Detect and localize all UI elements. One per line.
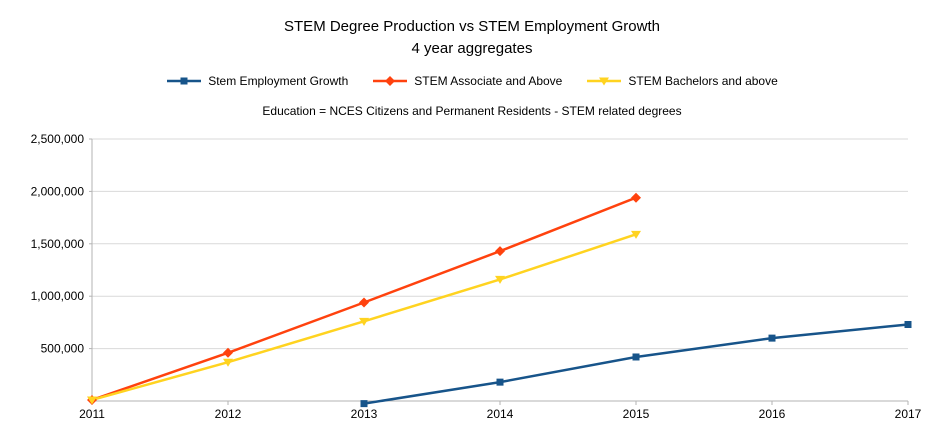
- x-tick-label: 2013: [351, 407, 378, 421]
- data-point-stem-bachelors-and-above-2013: [359, 317, 369, 326]
- x-tick-label: 2016: [759, 407, 786, 421]
- legend-label: STEM Associate and Above: [414, 73, 563, 88]
- data-point-stem-employment-growth-2014: [496, 378, 504, 386]
- y-tick-label: 2,500,000: [31, 132, 85, 146]
- data-point-stem-associate-and-above-2013: [359, 296, 369, 307]
- data-point-stem-bachelors-and-above-2015: [631, 230, 641, 239]
- data-point-stem-employment-growth-2013: [360, 399, 368, 407]
- legend-key-marker: [599, 77, 610, 85]
- y-tick-label: 1,000,000: [31, 289, 85, 303]
- x-tick-label: 2011: [79, 407, 105, 421]
- chart-subtitle: Education = NCES Citizens and Permanent …: [262, 103, 682, 118]
- chart-title: STEM Degree Production vs STEM Employmen…: [0, 0, 944, 60]
- series-line-stem-employment-growth: [362, 322, 910, 405]
- legend-key-marker: [180, 77, 188, 84]
- triangle-down-legend-key-icon: [587, 77, 622, 85]
- y-tick-label: 1,500,000: [31, 236, 85, 250]
- chart-title-line2: 4 year aggregates: [411, 39, 533, 57]
- data-point-stem-associate-and-above-2015: [631, 192, 641, 203]
- legend-item-stem-employment-growth: Stem Employment Growth: [166, 74, 348, 88]
- data-point-stem-employment-growth-2015: [632, 352, 640, 360]
- data-point-stem-bachelors-and-above-2011: [87, 395, 97, 404]
- data-point-stem-associate-and-above-2012: [223, 347, 233, 358]
- x-tick-label: 2017: [895, 407, 922, 421]
- legend-label: Stem Employment Growth: [208, 73, 349, 88]
- legend: Stem Employment Growth STEM Associate and…: [0, 74, 944, 88]
- legend-item-stem-associate-and-above: STEM Associate and Above: [372, 74, 562, 88]
- x-tick-label: 2015: [623, 407, 650, 421]
- chart-title-line1: STEM Degree Production vs STEM Employmen…: [284, 18, 660, 35]
- diamond-legend-key-icon: [373, 75, 408, 86]
- data-point-stem-employment-growth-2017: [904, 320, 912, 328]
- data-point-stem-bachelors-and-above-2012: [223, 358, 233, 367]
- legend-item-stem-bachelors-and-above: STEM Bachelors and above: [586, 73, 778, 88]
- x-tick-label: 2012: [215, 407, 242, 421]
- y-tick-label: 500,000: [41, 341, 85, 355]
- legend-key-marker: [385, 75, 396, 86]
- plot-area: 500,000 1,000,000 1,500,000 2,000,000 2,500,…: [31, 132, 922, 421]
- series-line-stem-bachelors-and-above: [90, 232, 638, 401]
- legend-label: STEM Bachelors and above: [628, 73, 778, 88]
- square-legend-key-icon: [167, 77, 202, 84]
- data-point-stem-associate-and-above-2014: [495, 245, 505, 256]
- data-point-stem-employment-growth-2016: [768, 334, 776, 342]
- y-tick-label: 2,000,000: [31, 184, 85, 198]
- x-tick-label: 2014: [487, 407, 514, 421]
- data-point-stem-bachelors-and-above-2014: [495, 275, 505, 284]
